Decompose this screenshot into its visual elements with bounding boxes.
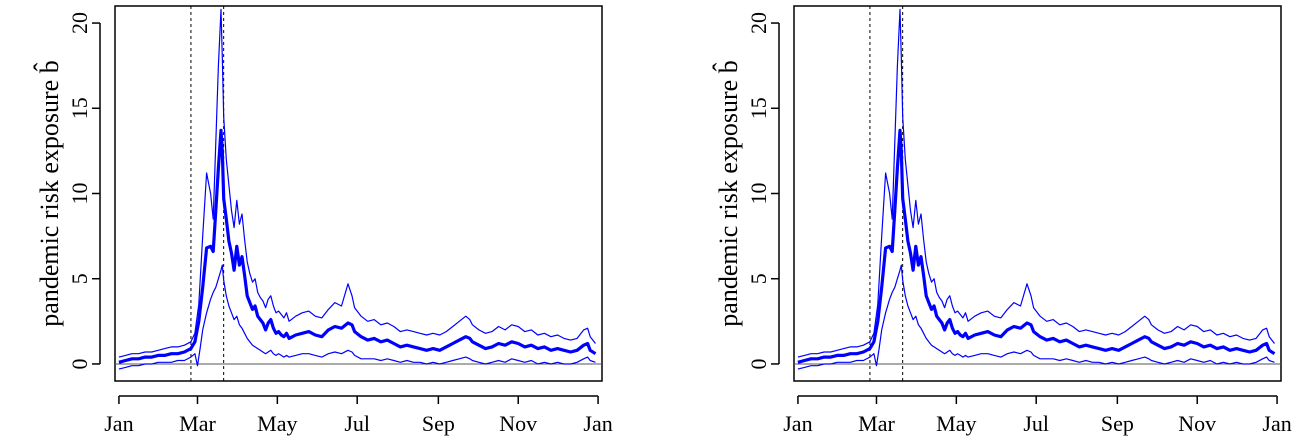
plot-frame [793,5,1282,382]
x-tick-label: Jan [583,411,612,436]
x-tick-label: Mar [858,411,895,436]
y-tick-label: 10 [67,183,92,205]
y-tick-label: 20 [746,12,771,34]
y-axis-title: pandemic risk exposure b̂ [713,60,743,326]
x-tick-label: Jul [344,411,370,436]
x-tick-label: May [257,411,297,436]
x-tick-label: Sep [422,411,455,436]
x-tick-label: May [936,411,976,436]
y-tick-label: 0 [746,358,771,369]
series-line-lower-band [118,264,596,370]
x-tick-label: Nov [499,411,537,436]
y-tick-label: 15 [746,97,771,119]
y-tick-label: 10 [746,183,771,205]
right-chart-panel: Jan Mar May Jul Sep Nov Jan 0 5 10 15 20 pandemic ri… [713,5,1292,436]
y-tick-label: 15 [67,97,92,119]
x-tick-label: Jul [1023,411,1049,436]
series-line-estimate [797,128,1276,364]
y-axis-title: pandemic risk exposure b̂ [34,60,64,326]
y-tick-label: 20 [67,12,92,34]
x-tick-label: Jan [783,411,812,436]
left-chart-panel: Jan Mar May Jul Sep Nov Jan 0 5 10 15 20 pandemic ri… [34,5,613,436]
plot-frame [114,5,603,382]
x-tick-label: Mar [179,411,216,436]
x-tick-label: Nov [1178,411,1216,436]
y-tick-label: 5 [746,273,771,284]
series-line-estimate [118,128,597,364]
x-tick-label: Jan [1262,411,1291,436]
series-line-lower-band [797,264,1275,370]
x-tick-label: Sep [1101,411,1134,436]
series-line-upper-band [797,8,1275,358]
y-tick-label: 0 [67,358,92,369]
x-tick-label: Jan [104,411,133,436]
y-tick-label: 5 [67,273,92,284]
series-line-upper-band [118,8,596,358]
